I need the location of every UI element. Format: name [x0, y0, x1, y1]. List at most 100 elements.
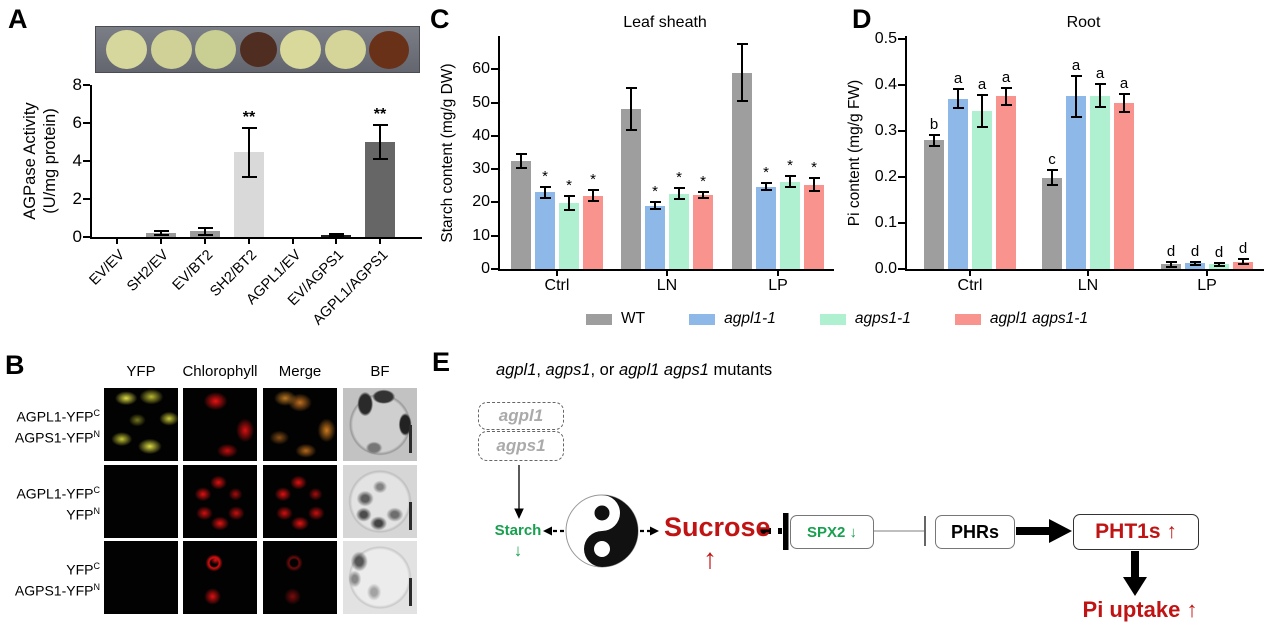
x-tick: [116, 237, 118, 244]
pathway-title-part: , or: [590, 361, 619, 379]
panel-e-letter: E: [432, 347, 451, 377]
agpase-activity-chart: 0 2 4 6 8 EV/EV SH2/EV EV/BT2 ** SH2/BT2 AGPL1/EV E…: [73, 76, 422, 328]
error-bar: [741, 44, 743, 102]
yeast-spot: [280, 30, 321, 69]
column-header-chlorophyll: Chlorophyll: [182, 363, 258, 380]
y-tick-label: 50: [472, 93, 490, 111]
bar: [996, 96, 1016, 269]
panel-c-title: Leaf sheath: [623, 14, 707, 31]
y-tick: [898, 83, 905, 86]
error-bar: [765, 183, 767, 191]
error-bar-cap: [515, 167, 527, 170]
error-bar-cap: [241, 127, 257, 130]
significance-label: *: [542, 168, 548, 186]
bar: [972, 111, 992, 269]
panel-c-letter: C: [430, 4, 450, 34]
yeast-spot-plate: [95, 26, 420, 73]
pathway-title-part: agpl1 agps1: [618, 361, 709, 379]
x-tick: [204, 237, 206, 244]
panel-e: E agpl1, agps1, or agpl1 agps1 mutants a…: [430, 345, 1270, 632]
bar: [1042, 177, 1062, 269]
error-bar-cap: [697, 190, 709, 193]
significance-label: d: [1166, 243, 1176, 261]
spx2-inhibits-phrs-tbar: [873, 516, 926, 546]
y-tick-label: 8: [72, 75, 82, 94]
error-bar-cap: [515, 152, 527, 155]
y-tick-label: 0.5: [874, 29, 897, 47]
y-tick-label: 0: [72, 227, 82, 246]
legend-item: WT: [586, 310, 645, 328]
spx2-box: SPX2 ↓: [790, 515, 874, 549]
significance-label: d: [1214, 243, 1224, 261]
pht1s-box: PHT1s ↑: [1073, 514, 1199, 550]
bar: [804, 184, 824, 269]
error-bar: [1123, 94, 1125, 112]
error-bar: [1075, 75, 1077, 118]
sucrose-up-arrow: ↑: [703, 543, 717, 574]
scale-bar: [409, 578, 412, 606]
x-category-label: LP: [768, 277, 788, 294]
x-tick: [292, 237, 294, 244]
y-tick-label: 60: [472, 60, 490, 78]
significance-label: *: [700, 172, 706, 190]
significance-label: *: [811, 159, 817, 177]
y-tick: [491, 201, 498, 204]
error-bar: [1099, 84, 1101, 108]
phrs-box: PHRs: [935, 515, 1015, 549]
column-header-yfp: YFP: [126, 363, 156, 380]
error-bar: [957, 88, 959, 109]
error-bar: [630, 88, 632, 131]
micrograph-agps1-ctrl-bf: [343, 541, 417, 614]
bar: [693, 194, 713, 269]
error-bar-cap: [1213, 261, 1225, 264]
micrograph-agpl1-ctrl-yfp: [104, 465, 178, 538]
x-tick: [1206, 269, 1208, 276]
error-bar: [160, 231, 162, 236]
y-tick-label: 20: [472, 193, 490, 211]
y-tick: [491, 234, 498, 237]
error-bar-cap: [197, 226, 213, 229]
error-bar-cap: [1046, 169, 1058, 172]
error-bar-cap: [372, 158, 388, 161]
error-bar-cap: [1237, 262, 1249, 265]
significance-label: **: [373, 105, 387, 123]
sucrose-label: Sucrose: [664, 512, 771, 542]
yeast-spot: [150, 30, 192, 69]
error-bar-cap: [153, 234, 169, 237]
error-bar-cap: [1189, 260, 1201, 263]
micrograph-agpl1-agps1-yfp: [104, 388, 178, 461]
error-bar-cap: [1165, 261, 1177, 264]
bar: [924, 140, 944, 269]
panel-b: B YFP Chlorophyll Merge BF AGPL1-YFPC AGP…: [0, 345, 430, 632]
error-bar: [654, 202, 656, 210]
significance-label: a: [1095, 65, 1105, 83]
column-header-merge: Merge: [278, 363, 322, 380]
y-tick: [491, 168, 498, 171]
significance-label: *: [590, 171, 596, 189]
y-tick: [898, 221, 905, 224]
error-bar: [702, 191, 704, 198]
y-tick: [491, 268, 498, 270]
error-bar: [544, 187, 546, 198]
pathway-diagram-canvas: [514, 465, 1147, 596]
column-header-bf: BF: [370, 363, 390, 380]
y-tick: [898, 268, 905, 270]
legend-label: agpl1 agps1-1: [989, 310, 1089, 327]
panel-c: C Leaf sheath Starch content (mg/g DW) 0…: [430, 0, 852, 305]
y-tick-label: 0.2: [874, 167, 897, 185]
bar: [1066, 96, 1086, 269]
legend-swatch: [689, 313, 716, 325]
y-tick: [898, 129, 905, 132]
bar: [669, 193, 689, 269]
significance-label: *: [676, 169, 682, 187]
error-bar-cap: [1189, 264, 1201, 267]
x-tick: [969, 269, 971, 276]
significance-label: *: [566, 177, 572, 195]
micrograph-row-label: YFPC AGPS1-YFPN: [14, 561, 100, 599]
error-bar-cap: [539, 186, 551, 189]
bar: [559, 203, 579, 269]
y-tick: [898, 37, 905, 40]
y-tick-label: 0.1: [874, 213, 897, 231]
error-bar: [520, 153, 522, 169]
